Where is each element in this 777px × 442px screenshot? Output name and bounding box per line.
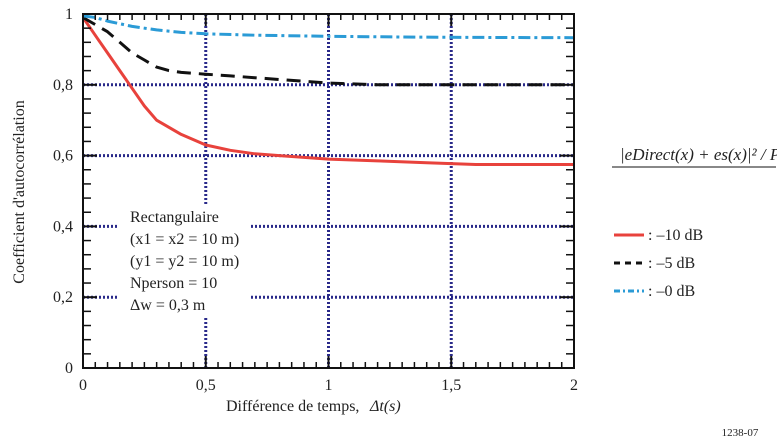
series-lines: [83, 14, 574, 166]
legend: |eDirect(x) + es(x)|² / Pm : –10 dB : –5 …: [612, 145, 777, 300]
annotation-line: Rectangulaire: [130, 209, 219, 226]
annotation-line: (y1 = y2 = 10 m): [130, 253, 239, 270]
y-tick-label: 0,8: [53, 77, 73, 94]
legend-label-1: : –5 dB: [648, 255, 695, 272]
series-line-2: [83, 14, 574, 40]
legend-title-formula: |eDirect(x) + es(x)|² / Pm: [612, 145, 777, 168]
legend-label-2: : –0 dB: [648, 283, 695, 300]
figure-number: 1238-07: [722, 427, 759, 437]
x-axis-label-text: Différence de temps,: [226, 398, 359, 415]
annotation-backdrop: [118, 205, 250, 317]
series-line-0: [83, 16, 574, 166]
annotation-line: Δw = 0,3 m: [130, 297, 206, 314]
plot-frame: [82, 13, 575, 369]
y-tick-label: 0,2: [53, 289, 73, 306]
series-line-1: [83, 16, 574, 87]
annotation-line: Nperson = 10: [130, 275, 217, 292]
parameter-annotation: Rectangulaire (x1 = x2 = 10 m) (y1 = y2 = …: [118, 205, 250, 317]
tick-labels: 0 0,5 1 1,5 2 0 0,2 0,4 0,6 0,8 1: [53, 6, 578, 394]
y-tick-label: 0,4: [53, 218, 73, 235]
y-tick-label: 0,6: [53, 148, 73, 165]
y-axis-label: Coefficient d'autocorrélation: [11, 100, 28, 283]
x-tick-label: 1: [325, 377, 333, 394]
x-axis-label: Différence de temps, Δt(s): [226, 398, 401, 415]
legend-label-0: : –10 dB: [648, 227, 703, 244]
annotation-line: (x1 = x2 = 10 m): [130, 231, 239, 248]
y-tick-label: 0: [65, 360, 73, 377]
x-tick-label: 2: [570, 377, 578, 394]
x-tick-label: 0: [79, 377, 87, 394]
y-tick-label: 1: [65, 6, 73, 23]
x-tick-label: 0,5: [196, 377, 216, 394]
x-axis-label-symbol: Δt(s): [369, 398, 401, 415]
legend-title: |eDirect(x) + es(x)|² / Pm: [620, 145, 777, 164]
x-tick-label: 1,5: [441, 377, 461, 394]
